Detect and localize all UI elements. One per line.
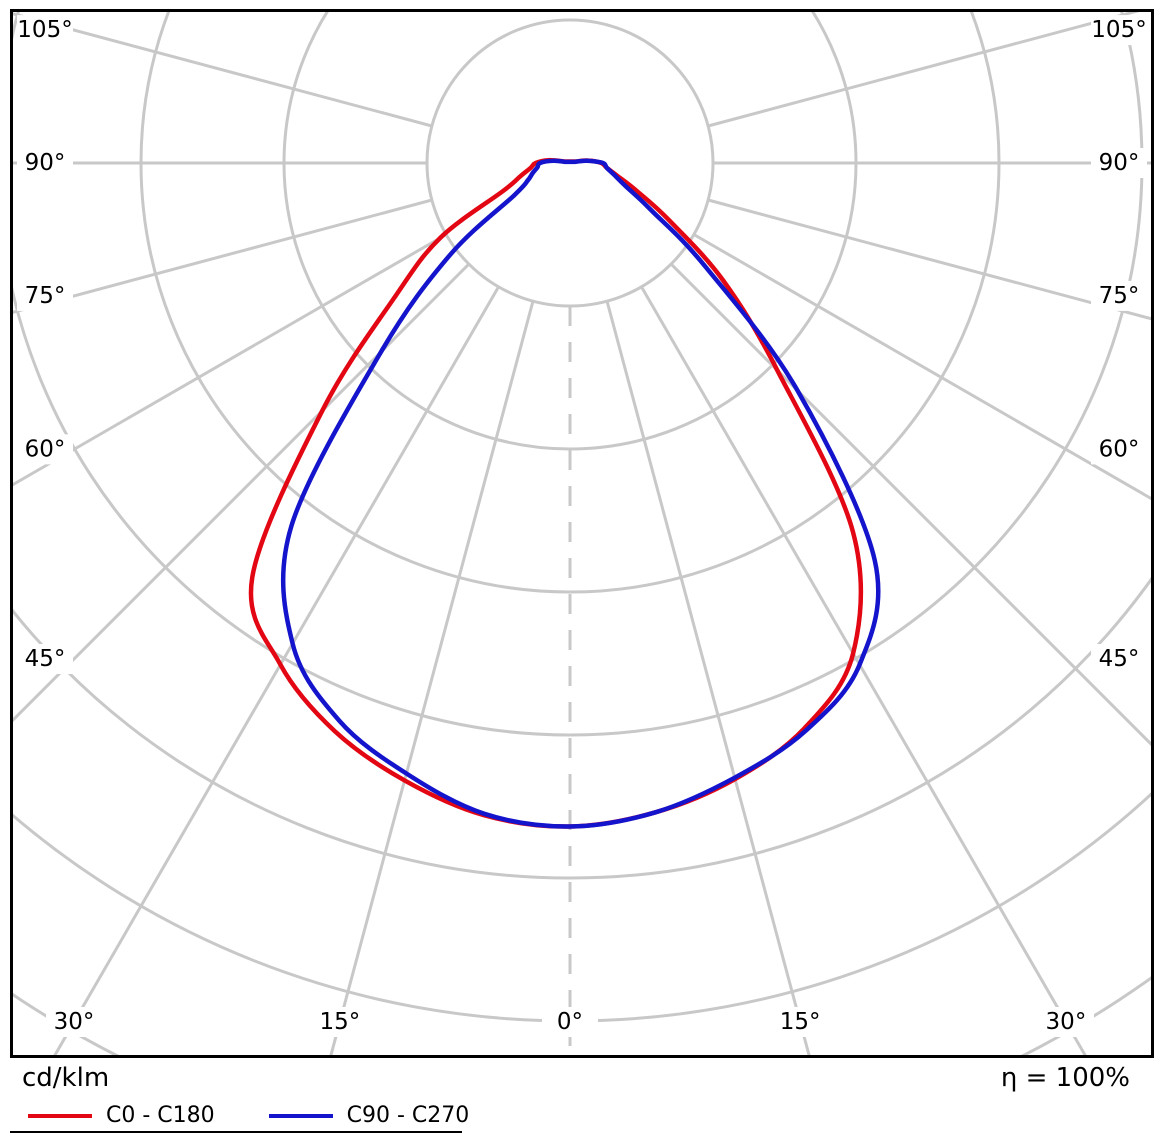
legend-label-c90-c270: C90 - C270	[346, 1103, 470, 1128]
grid-ray	[52, 286, 500, 1057]
tick-label-backing	[17, 15, 73, 46]
tick-label-backing	[1037, 1007, 1094, 1037]
tick-label-backing	[1091, 148, 1147, 178]
angle-tick-label: 75°	[25, 283, 66, 309]
grid-ray	[605, 300, 811, 1057]
angle-tick-label: 0°	[557, 1009, 583, 1035]
legend-underline	[10, 1131, 462, 1133]
angle-tick-label: 90°	[25, 150, 66, 176]
polar-grid-rays	[11, 10, 1153, 1057]
grid-ray	[11, 198, 433, 315]
tick-label-backing	[1091, 644, 1147, 674]
curve-c90-c270	[280, 158, 881, 829]
grid-ray	[11, 11, 433, 128]
tick-label-backing	[17, 434, 73, 465]
grid-ray	[11, 233, 447, 488]
angle-tick-label: 90°	[1099, 150, 1140, 176]
tick-label-backing	[17, 644, 73, 674]
grid-ray	[329, 300, 535, 1057]
tick-label-backing	[17, 280, 73, 311]
polar-chart: 105° 105° 90° 90° 75° 75° 60° 60° 45° 45° 30° 15° 0°…	[10, 9, 1154, 1058]
angle-tick-label: 30°	[1046, 1009, 1087, 1035]
units-label: cd/klm	[22, 1063, 110, 1093]
legend-item-c90-c270: C90 - C270	[268, 1103, 470, 1128]
angle-tick-label: 105°	[17, 17, 72, 43]
intensity-curves	[248, 157, 881, 829]
angle-tick-labels: 105° 105° 90° 90° 75° 75° 60° 60° 45° 45° 30° 15° 0°…	[17, 15, 1147, 1037]
angle-tick-label: 105°	[1091, 17, 1146, 43]
angle-tick-label: 75°	[1099, 283, 1140, 309]
grid-ray	[707, 10, 1145, 128]
angle-tick-label: 60°	[25, 436, 66, 462]
chart-frame	[10, 9, 1154, 1058]
tick-label-backing	[772, 1007, 829, 1037]
angle-tick-label: 60°	[1099, 436, 1140, 462]
efficiency-value: η = 100%	[1000, 1063, 1130, 1093]
angle-tick-label: 30°	[54, 1009, 95, 1035]
grid-ray	[11, 263, 470, 724]
chart-footer: cd/klm η = 100% C0 - C180 C90 - C270	[0, 1058, 1164, 1140]
grid-ray	[707, 198, 1153, 321]
tick-label-backing	[1091, 280, 1147, 311]
grid-ray	[693, 233, 1153, 502]
tick-label-backing	[311, 1007, 368, 1037]
angle-tick-label: 15°	[319, 1009, 360, 1035]
angle-tick-label: 45°	[1099, 646, 1140, 672]
tick-label-backing	[542, 1007, 598, 1037]
angle-tick-label: 45°	[25, 646, 66, 672]
legend-label-c0-c180: C0 - C180	[106, 1103, 215, 1128]
grid-ray	[640, 286, 1088, 1057]
legend-item-c0-c180: C0 - C180	[28, 1104, 215, 1128]
legend-swatch-red-line	[28, 1114, 92, 1118]
tick-label-backing	[17, 148, 73, 178]
grid-ray	[670, 263, 1153, 748]
chart-legend: C0 - C180 C90 - C270	[0, 1093, 1164, 1128]
tick-label-backing	[46, 1007, 103, 1037]
angle-tick-label: 15°	[780, 1009, 821, 1035]
tick-label-backing	[1091, 434, 1147, 465]
tick-label-backing	[1091, 15, 1147, 46]
footer-labels-row: cd/klm η = 100%	[0, 1058, 1164, 1093]
legend-swatch-blue-line	[268, 1114, 333, 1118]
